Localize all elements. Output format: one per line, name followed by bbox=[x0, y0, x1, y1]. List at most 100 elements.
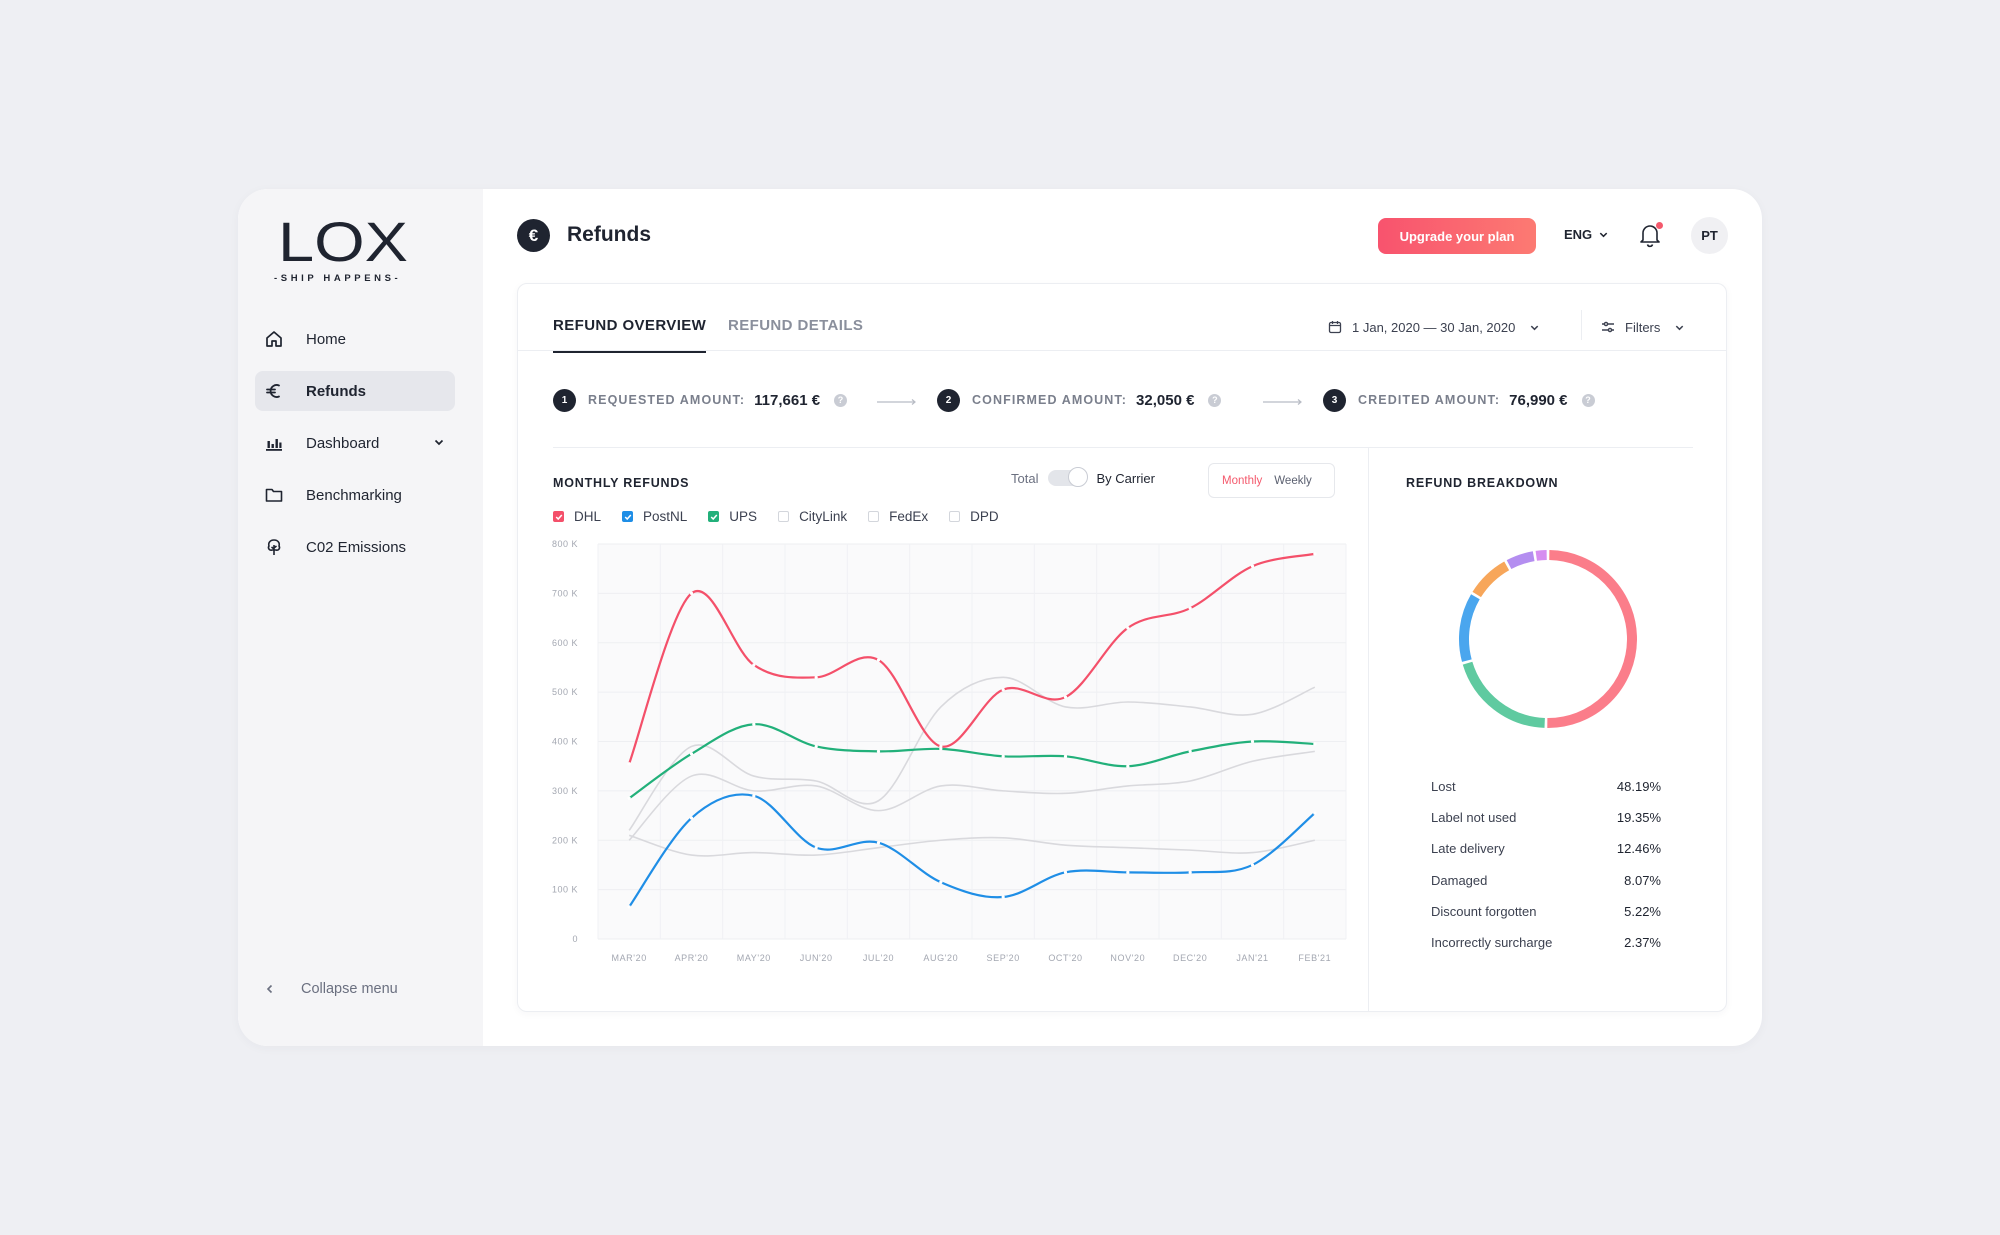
data-point-dhl bbox=[689, 591, 694, 595]
data-point-dhl bbox=[814, 675, 818, 679]
data-point-ups bbox=[814, 744, 818, 749]
total-carrier-toggle-group: Total By Carrier bbox=[1011, 467, 1155, 487]
calendar-icon bbox=[1328, 321, 1342, 334]
avatar[interactable]: PT bbox=[1691, 217, 1728, 254]
step-label: CREDITED AMOUNT: bbox=[1358, 393, 1501, 407]
period-selector: Monthly Weekly bbox=[1208, 463, 1335, 498]
tab-refund-overview[interactable]: REFUND OVERVIEW bbox=[553, 317, 707, 353]
sidebar-item-label: Refunds bbox=[306, 382, 366, 400]
filters-button[interactable]: Filters bbox=[1601, 314, 1685, 340]
y-tick-label: 600 K bbox=[552, 638, 578, 648]
step-value: 32,050 € bbox=[1136, 391, 1195, 409]
legend-item-postnl[interactable]: PostNL bbox=[622, 509, 687, 524]
data-point-dhl bbox=[939, 744, 943, 749]
x-tick-label: SEP'20 bbox=[986, 953, 1019, 963]
data-point-ups bbox=[876, 749, 881, 753]
breakdown-row: Incorrectly surcharge 2.37% bbox=[1431, 935, 1661, 966]
help-icon[interactable]: ? bbox=[1208, 393, 1222, 407]
chevron-down-icon[interactable] bbox=[433, 436, 445, 448]
monthly-refunds-chart: 0 100 K 200 K 300 K 400 K 500 K 600 K 700 K 800 … bbox=[552, 539, 1347, 963]
refund-steps: 1 REQUESTED AMOUNT: 117,661 € ? 2 CONFIR… bbox=[553, 387, 1693, 417]
sliders-icon bbox=[1602, 321, 1614, 333]
y-tick-label: 0 bbox=[572, 934, 578, 944]
carrier-legend: DHL PostNL UPS CityLink FedEx DPD bbox=[553, 509, 1020, 524]
step-number: 1 bbox=[553, 388, 576, 412]
step-label: REQUESTED AMOUNT: bbox=[588, 393, 746, 407]
refund-breakdown-donut bbox=[1459, 550, 1637, 728]
help-icon[interactable]: ? bbox=[834, 393, 848, 407]
x-tick-label: JAN'21 bbox=[1236, 953, 1268, 963]
data-point-postnl bbox=[939, 880, 943, 884]
legend-label: CityLink bbox=[799, 509, 848, 524]
help-icon[interactable]: ? bbox=[1581, 393, 1595, 407]
notifications-button[interactable] bbox=[1638, 222, 1664, 250]
data-point-dhl bbox=[876, 658, 881, 662]
bell-icon bbox=[1640, 225, 1660, 248]
sidebar-item-home[interactable]: Home bbox=[255, 319, 455, 359]
data-point-ups bbox=[1313, 742, 1317, 746]
data-point-ups bbox=[1063, 754, 1068, 758]
breakdown-percent: 12.46% bbox=[1616, 841, 1661, 857]
monthly-refunds-title: MONTHLY REFUNDS bbox=[553, 476, 690, 490]
tab-refund-details[interactable]: REFUND DETAILS bbox=[728, 317, 864, 334]
data-point-postnl bbox=[627, 905, 631, 909]
language-selector[interactable]: ENG bbox=[1564, 227, 1609, 242]
chevron-down-icon bbox=[1531, 325, 1539, 330]
data-point-postnl bbox=[814, 846, 818, 850]
donut-slice-incorrectly-surcharge bbox=[1535, 550, 1547, 561]
x-tick-label: JUN'20 bbox=[800, 953, 833, 963]
data-point-ups bbox=[752, 722, 756, 726]
sidebar-item-label: Dashboard bbox=[306, 434, 380, 452]
filters-label: Filters bbox=[1625, 319, 1661, 335]
panel-divider bbox=[1368, 448, 1369, 1011]
data-point-dhl bbox=[752, 663, 756, 667]
sidebar-item-label: Benchmarking bbox=[306, 486, 402, 504]
logo-text: LOX bbox=[278, 213, 408, 273]
breakdown-percent: 8.07% bbox=[1624, 872, 1661, 888]
legend-label: UPS bbox=[729, 509, 758, 524]
app-window: LOX -SHIP HAPPENS- Home Refunds Dashboar… bbox=[238, 189, 1762, 1046]
x-tick-label: DEC'20 bbox=[1173, 953, 1207, 963]
x-tick-label: JUL'20 bbox=[863, 953, 894, 963]
sidebar-item-dashboard[interactable]: Dashboard bbox=[255, 423, 455, 463]
total-carrier-toggle[interactable] bbox=[1048, 467, 1089, 487]
legend-item-dpd[interactable]: DPD bbox=[949, 509, 999, 524]
upgrade-plan-button[interactable]: Upgrade your plan bbox=[1378, 218, 1536, 254]
toggle-knob bbox=[1068, 467, 1089, 487]
data-point-postnl bbox=[1250, 863, 1255, 867]
breakdown-percent: 19.35% bbox=[1616, 810, 1661, 826]
legend-item-fedex[interactable]: FedEx bbox=[868, 509, 928, 524]
sidebar-item-co2-emissions[interactable]: C02 Emissions bbox=[255, 527, 455, 567]
data-point-ups bbox=[627, 796, 631, 800]
data-point-ups bbox=[1188, 749, 1192, 753]
data-point-postnl bbox=[876, 841, 881, 845]
breakdown-list: Lost 48.19% Label not used 19.35% Late del… bbox=[1431, 779, 1661, 966]
breakdown-row: Discount forgotten 5.22% bbox=[1431, 904, 1661, 935]
checkbox-unchecked-icon bbox=[949, 511, 961, 522]
step-value: 117,661 € bbox=[754, 391, 821, 409]
x-tick-label: AUG'20 bbox=[923, 953, 958, 963]
language-label: ENG bbox=[1564, 227, 1593, 242]
sidebar-item-refunds[interactable]: Refunds bbox=[255, 371, 455, 411]
checkbox-unchecked-icon bbox=[778, 511, 790, 522]
sidebar-item-benchmarking[interactable]: Benchmarking bbox=[255, 475, 455, 515]
donut-slice-lost bbox=[1547, 550, 1637, 728]
donut-slice-discount-forgotten bbox=[1506, 551, 1535, 570]
x-tick-label: APR'20 bbox=[675, 953, 709, 963]
series-line-dpd bbox=[628, 834, 1315, 857]
collapse-menu-button[interactable]: Collapse menu bbox=[265, 981, 398, 997]
legend-item-dhl[interactable]: DHL bbox=[553, 509, 601, 524]
checkbox-checked-icon bbox=[553, 511, 564, 522]
data-point-dhl bbox=[1001, 688, 1005, 692]
legend-item-citylink[interactable]: CityLink bbox=[778, 509, 847, 524]
data-point-postnl bbox=[1188, 870, 1192, 874]
donut-slice-label-not-used bbox=[1462, 661, 1546, 728]
x-tick-label: MAR'20 bbox=[611, 953, 646, 963]
period-monthly-option[interactable]: Monthly bbox=[1222, 474, 1263, 487]
logo-tagline: -SHIP HAPPENS- bbox=[274, 273, 402, 284]
legend-item-ups[interactable]: UPS bbox=[708, 509, 757, 524]
y-tick-label: 300 K bbox=[552, 786, 578, 796]
period-weekly-option[interactable]: Weekly bbox=[1274, 474, 1312, 487]
date-range-picker[interactable]: 1 Jan, 2020 — 30 Jan, 2020 bbox=[1328, 314, 1540, 340]
sidebar-item-label: C02 Emissions bbox=[306, 538, 407, 556]
